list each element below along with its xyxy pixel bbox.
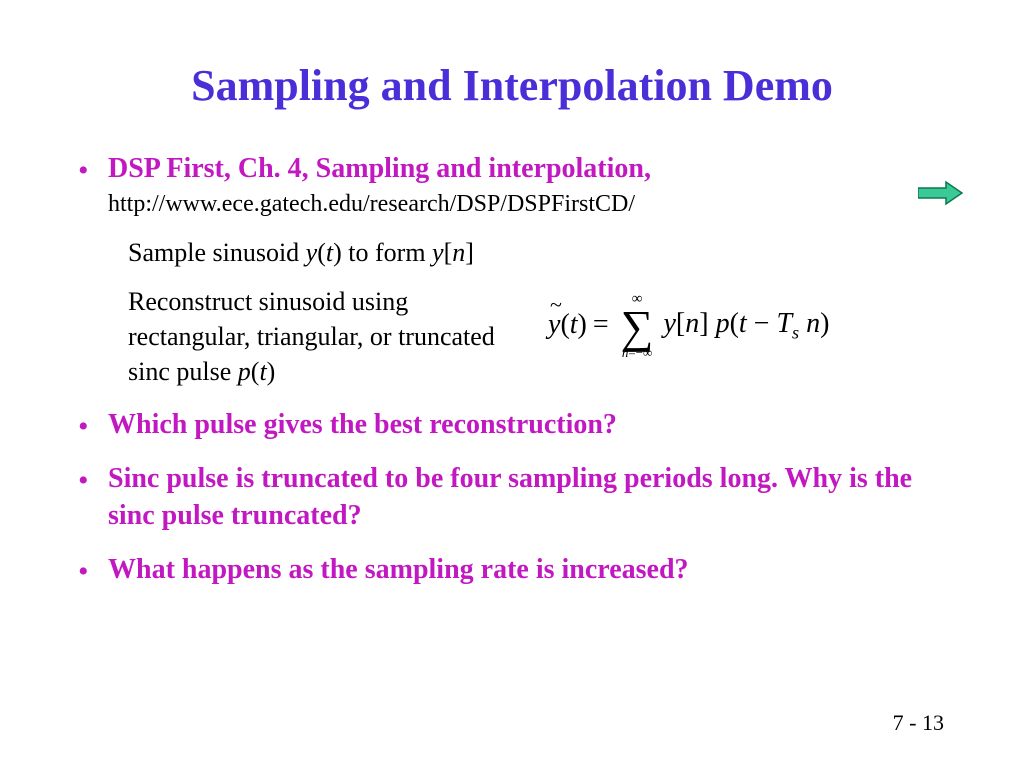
bullet-1-sub-2: Reconstruct sinusoid using rectangular, …	[128, 284, 508, 389]
sub2-arg: t	[259, 357, 266, 386]
eq-ytilde: y	[548, 306, 560, 344]
bullet-1-lead: DSP First, Ch. 4, Sampling and interpola…	[108, 153, 651, 184]
sub2-var: p	[238, 357, 251, 386]
eq-t: t	[570, 306, 578, 344]
sub1-c2: ]	[465, 238, 474, 267]
bullet-3-lead: Sinc pulse is truncated to be four sampl…	[108, 463, 912, 530]
slide: Sampling and Interpolation Demo DSP Firs…	[0, 0, 1024, 768]
bullet-3: Sinc pulse is truncated to be four sampl…	[70, 461, 954, 534]
sub1-var1: y	[306, 238, 318, 267]
sub1-c1: ) to form	[333, 238, 432, 267]
sub1-p1: (	[317, 238, 326, 267]
bullet-2-lead: Which pulse gives the best reconstructio…	[108, 409, 617, 440]
sub1-b: [	[444, 238, 453, 267]
bullet-list: DSP First, Ch. 4, Sampling and interpola…	[70, 151, 954, 589]
bullet-4-lead: What happens as the sampling rate is inc…	[108, 554, 689, 585]
eq-equals: =	[593, 306, 609, 344]
bullet-2: Which pulse gives the best reconstructio…	[70, 407, 954, 443]
sub1-var2: y	[432, 238, 444, 267]
sub2-text: Reconstruct sinusoid using rectangular, …	[128, 287, 495, 386]
sub1-prefix: Sample sinusoid	[128, 238, 306, 267]
slide-title: Sampling and Interpolation Demo	[70, 60, 954, 111]
page-number: 7 - 13	[893, 710, 944, 736]
eq-sum-bot: n=−∞	[622, 346, 652, 359]
sigma-icon: ∑	[621, 307, 654, 346]
sub2-c: )	[267, 357, 276, 386]
bullet-4: What happens as the sampling rate is inc…	[70, 552, 954, 588]
bullet-1-sub-1: Sample sinusoid y(t) to form y[n]	[108, 235, 954, 270]
bullet-1-url: http://www.ece.gatech.edu/research/DSP/D…	[108, 189, 954, 220]
equation: y(t) = ∞ ∑ n=−∞ y[n] p(t − Ts n)	[548, 292, 829, 359]
bullet-1: DSP First, Ch. 4, Sampling and interpola…	[70, 151, 954, 389]
bullet-1-sub-2-row: Reconstruct sinusoid using rectangular, …	[108, 284, 954, 389]
sub1-arg2: n	[452, 238, 465, 267]
eq-sum: ∞ ∑ n=−∞	[621, 292, 654, 359]
eq-rhs: y[n] p(t − Ts n)	[663, 305, 829, 345]
